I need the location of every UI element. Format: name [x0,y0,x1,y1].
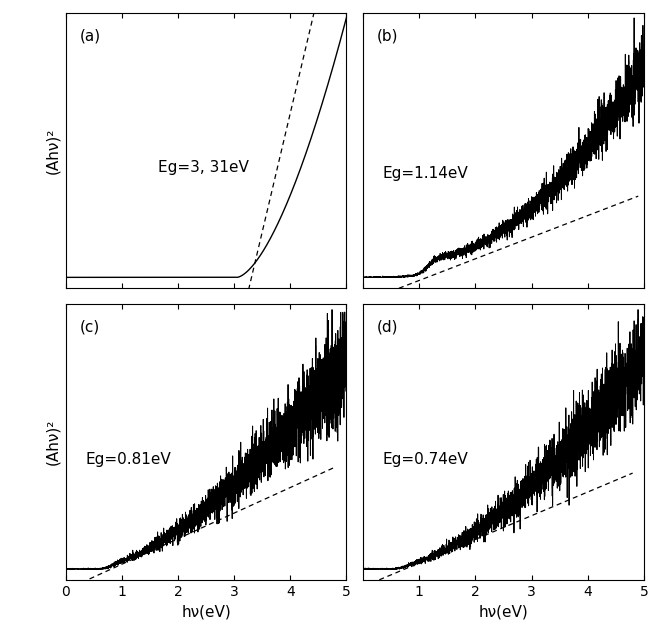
Text: Eg=0.74eV: Eg=0.74eV [383,452,468,467]
Text: (c): (c) [79,320,100,335]
Text: Eg=3, 31eV: Eg=3, 31eV [158,161,249,175]
Text: Eg=0.81eV: Eg=0.81eV [85,452,171,467]
Y-axis label: (Ahν)²: (Ahν)² [45,127,60,173]
Text: (b): (b) [377,28,399,43]
Text: Eg=1.14eV: Eg=1.14eV [383,166,468,181]
X-axis label: hν(eV): hν(eV) [181,604,231,619]
Text: (a): (a) [79,28,101,43]
Y-axis label: (Ahν)²: (Ahν)² [45,419,60,465]
Text: (d): (d) [377,320,399,335]
X-axis label: hν(eV): hν(eV) [479,604,528,619]
